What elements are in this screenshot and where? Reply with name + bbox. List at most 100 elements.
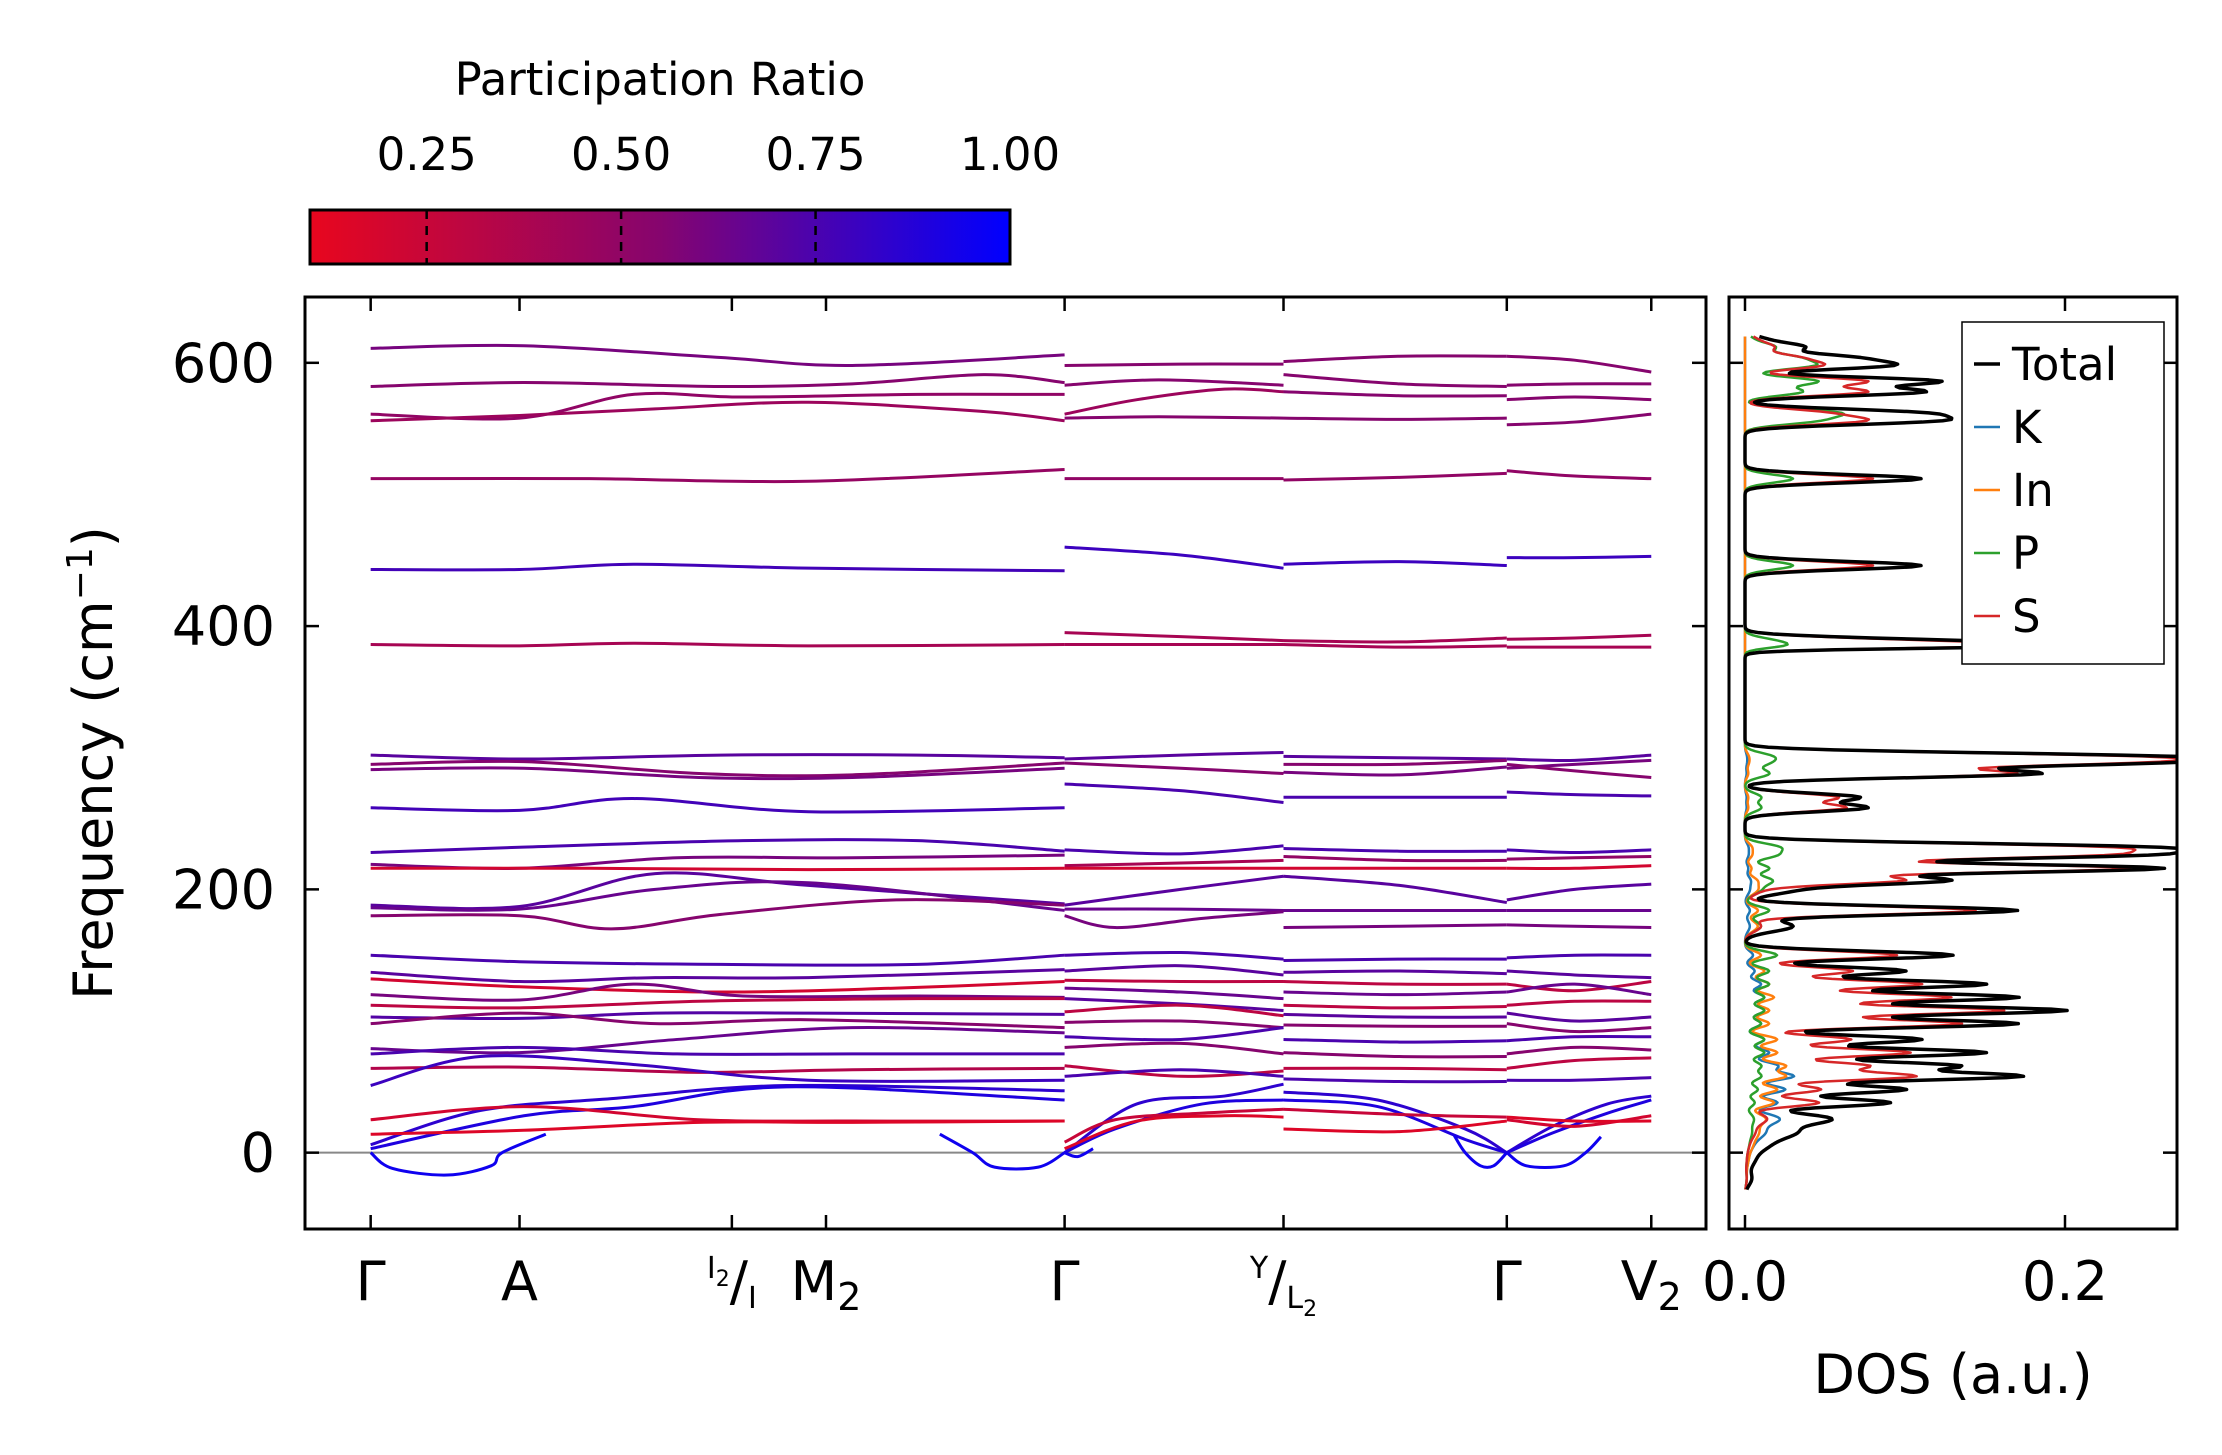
dos-panel: 0.0 0.2 DOS (a.u.) Total K In PS	[1702, 295, 2179, 1406]
phonon-band	[1506, 1076, 1652, 1082]
phonon-band	[1283, 923, 1507, 930]
y-tick-label: 200	[172, 858, 275, 921]
phonon-band	[1064, 415, 1284, 420]
phonon-band	[1064, 964, 1284, 977]
colorbar-tick-label: 1.00	[960, 128, 1060, 181]
y-axis-label-end: )	[62, 526, 125, 547]
phonon-band	[370, 562, 1065, 573]
legend-label-k: K	[2012, 401, 2043, 454]
band-segment-1	[369, 343, 1066, 1177]
phonon-band	[1506, 864, 1652, 871]
phonon-band	[939, 1132, 1066, 1171]
dos-x-tick-label: 0.0	[1702, 1250, 1788, 1313]
colorbar-tick-label: 0.25	[377, 128, 477, 181]
dos-line-p	[1743, 335, 1846, 1190]
phonon-band	[1283, 990, 1507, 997]
band-segment-2	[1063, 362, 1284, 1159]
phonon-band	[370, 759, 1065, 778]
phonon-band	[1283, 980, 1507, 986]
phonon-band	[370, 797, 1065, 814]
phonon-band	[370, 996, 1065, 1010]
phonon-band	[1283, 1090, 1508, 1154]
phonon-band	[1283, 854, 1507, 863]
phonon-band	[1064, 986, 1284, 1001]
phonon-band	[1283, 1037, 1507, 1044]
phonon-band	[1064, 874, 1284, 907]
phonon-band	[1064, 545, 1284, 570]
phonon-band	[370, 1054, 1065, 1087]
phonon-band	[1506, 633, 1652, 641]
phonon-band	[1064, 1026, 1284, 1042]
band-lines	[369, 343, 1652, 1177]
y-tick-label: 600	[172, 332, 275, 395]
x-tick-label: V2	[1621, 1250, 1682, 1319]
x-tick-label: Γ	[1050, 1250, 1080, 1313]
phonon-band	[1283, 636, 1507, 644]
colorbar-ticks: 0.25 0.50 0.75 1.00	[377, 128, 1060, 264]
phonon-band	[1283, 1023, 1507, 1028]
phonon-band	[370, 1011, 1065, 1030]
phonon-band	[1064, 910, 1284, 930]
x-tick-label: Γ	[1492, 1250, 1522, 1313]
phonon-band	[370, 641, 1065, 648]
phonon-band	[1064, 1003, 1284, 1018]
tick-label-main: Γ	[356, 1250, 386, 1313]
dos-x-axis-label: DOS (a.u.)	[1813, 1343, 2092, 1406]
dos-line-total	[1743, 334, 2177, 1191]
dos-axes-frame	[1727, 295, 2179, 1231]
phonon-band	[1506, 953, 1652, 960]
dos-lines	[1743, 334, 2177, 1191]
phonon-band	[1283, 957, 1507, 962]
phonon-band	[1506, 1115, 1652, 1123]
dos-legend: Total K In PS	[1961, 321, 2165, 665]
phonon-band	[370, 753, 1065, 761]
tick-label-a: Y	[1249, 1251, 1269, 1286]
phonon-band	[1283, 354, 1507, 363]
tick-label-a-sub: 2	[716, 1267, 730, 1292]
phonon-band	[1506, 469, 1652, 481]
phonon-band	[1064, 378, 1284, 387]
phonon-band	[1283, 765, 1507, 777]
phonon-band	[1283, 847, 1507, 853]
phonon-band	[1506, 854, 1652, 861]
tick-label-sep: /	[730, 1250, 749, 1313]
legend-label-total: Total	[2011, 338, 2117, 391]
phonon-band	[1506, 382, 1652, 387]
phonon-band	[1506, 999, 1652, 1007]
phonon-band	[369, 1132, 547, 1177]
tick-label-b: L	[1286, 1281, 1303, 1316]
phonon-band	[370, 467, 1065, 484]
phonon-band	[1064, 1064, 1284, 1078]
dos-ticks: 0.0 0.2	[1702, 297, 2177, 1313]
phonon-band	[370, 1065, 1065, 1074]
tick-label-sub: 2	[837, 1275, 861, 1319]
phonon-band	[1283, 874, 1508, 905]
tick-label-b-sub: 2	[1303, 1297, 1317, 1322]
phonon-band	[1452, 1134, 1508, 1169]
phonon-band	[1283, 1107, 1507, 1119]
dos-x-tick-label: 0.2	[2022, 1250, 2108, 1313]
phonon-band	[370, 1085, 1065, 1151]
phonon-band	[1506, 1045, 1652, 1056]
tick-label-main: M	[791, 1250, 838, 1313]
phonon-band	[370, 880, 1065, 912]
phonon-band	[370, 968, 1065, 984]
x-tick-label: Γ	[356, 1250, 386, 1313]
phonon-band	[370, 977, 1065, 994]
tick-label-main: Γ	[1050, 1250, 1080, 1313]
phonon-band	[1064, 907, 1284, 912]
phonon-band	[1506, 982, 1652, 997]
band-segment-4	[1505, 354, 1652, 1169]
phonon-band	[1064, 750, 1284, 761]
phonon-band	[1506, 848, 1652, 855]
phonon-band	[370, 1045, 1065, 1056]
phonon-band	[1506, 412, 1652, 427]
phonon-band	[1283, 1098, 1508, 1155]
phonon-band	[1283, 1012, 1507, 1019]
phonon-band	[1506, 923, 1652, 930]
band-axes-frame	[303, 295, 1708, 1231]
phonon-band	[1064, 1114, 1284, 1151]
phonon-band	[370, 343, 1065, 367]
phonon-band	[1064, 858, 1284, 868]
x-tick-label: M2	[791, 1250, 862, 1319]
